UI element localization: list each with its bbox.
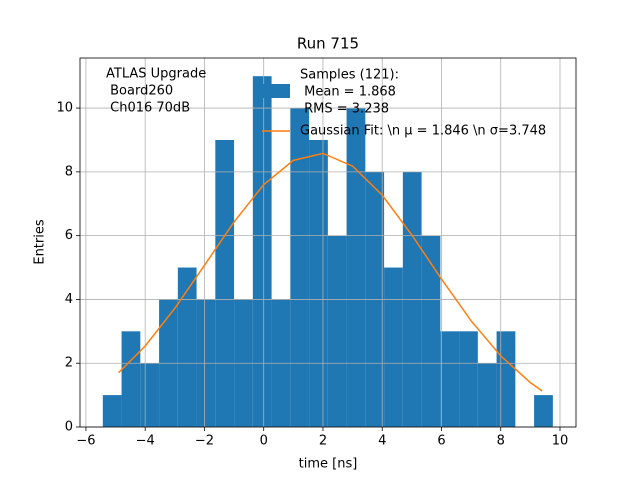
- x-tick-label: −2: [195, 434, 214, 449]
- x-tick-label: 10: [552, 434, 569, 449]
- bar: [102, 395, 122, 427]
- fit-line: [117, 152, 543, 392]
- legend-swatch: [262, 84, 290, 98]
- bar: [496, 331, 516, 427]
- legend-label: Samples (121):: [300, 68, 399, 83]
- x-tick-label: 6: [437, 434, 445, 449]
- bar: [290, 108, 310, 427]
- bar: [459, 331, 478, 427]
- bar: [440, 331, 460, 427]
- y-tick-label: 2: [65, 356, 73, 371]
- bar: [327, 235, 347, 427]
- bar: [140, 363, 160, 427]
- bar: [252, 76, 272, 428]
- x-tick-label: 8: [497, 434, 505, 449]
- y-tick-label: 0: [65, 420, 73, 435]
- bar: [121, 331, 141, 427]
- bar: [177, 267, 197, 427]
- axes-frame: [79, 57, 577, 428]
- bar: [346, 108, 366, 427]
- x-tick-label: 2: [319, 434, 327, 449]
- x-tick-label: −4: [136, 434, 155, 449]
- y-tick-label: 6: [65, 228, 73, 243]
- y-tick-label: 4: [65, 292, 73, 307]
- x-axis-label: time [ns]: [299, 457, 358, 472]
- legend-label: Mean = 1.868: [300, 85, 396, 100]
- annotation: Board260: [106, 84, 173, 99]
- bar: [534, 395, 553, 427]
- x-tick-label: 0: [260, 434, 268, 449]
- y-tick-label: 8: [65, 164, 73, 179]
- bar: [421, 235, 441, 427]
- bar: [384, 267, 403, 427]
- annotation: Ch016 70dB: [106, 101, 190, 116]
- y-tick-label: 10: [56, 101, 73, 116]
- bar: [215, 139, 235, 427]
- legend-label: RMS = 3.238: [300, 102, 389, 117]
- x-tick-label: 4: [378, 434, 386, 449]
- bar: [477, 363, 497, 427]
- annotation: ATLAS Upgrade: [106, 67, 206, 82]
- x-tick-label: −6: [76, 434, 95, 449]
- bar: [309, 139, 328, 427]
- chart-title: Run 715: [297, 35, 359, 53]
- legend-label: Gaussian Fit: \n μ = 1.846 \n σ=3.748: [300, 124, 546, 139]
- y-axis-label: Entries: [33, 219, 48, 265]
